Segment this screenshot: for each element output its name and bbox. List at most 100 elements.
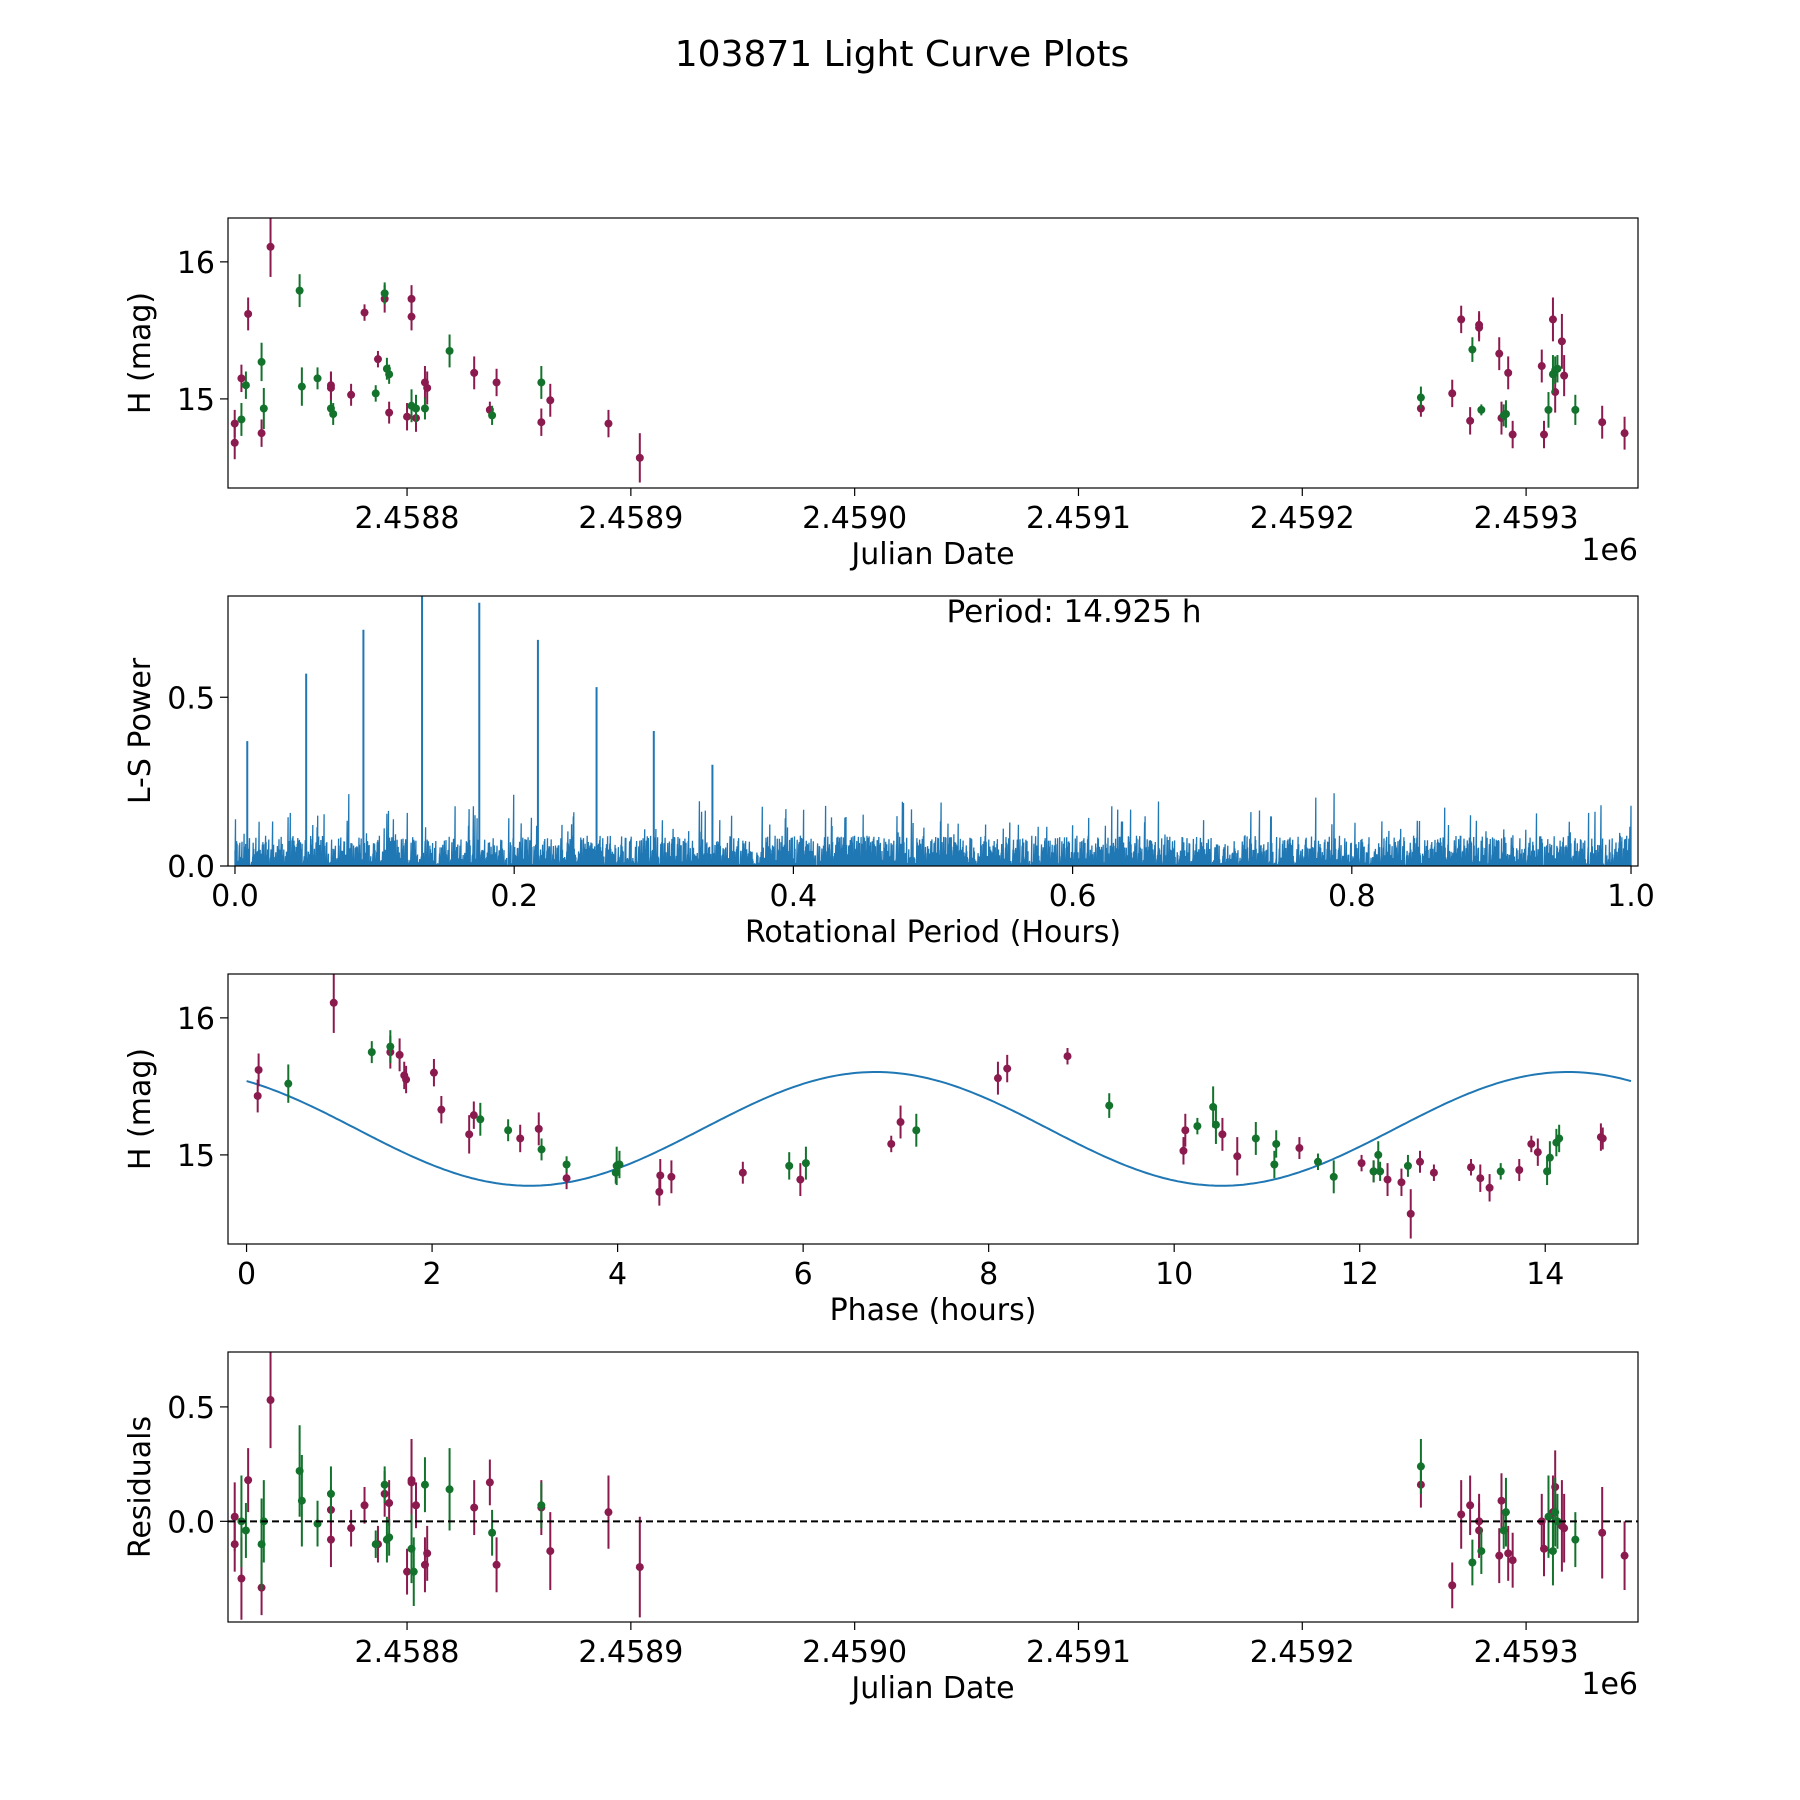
red-band-point <box>254 1065 263 1074</box>
red-band-point <box>1397 1178 1406 1187</box>
red-band-point <box>407 312 416 321</box>
green-band-point <box>537 1145 546 1154</box>
red-band-point <box>329 998 338 1007</box>
lightcurve-panel: 2.4588 2.4589 2.4590 2.4591 2.4592 2.4593 15 16… <box>123 217 1639 572</box>
green-band-point <box>1501 1508 1510 1517</box>
red-band-point <box>1620 429 1629 438</box>
green-band-point <box>1270 1160 1279 1169</box>
red-band-point <box>437 1105 446 1114</box>
red-band-point <box>1540 430 1548 439</box>
green-band-point <box>785 1161 794 1170</box>
red-band-point <box>1357 1159 1366 1168</box>
red-band-point <box>244 309 253 318</box>
green-band-point <box>537 378 546 387</box>
red-band-point <box>402 1075 411 1084</box>
red-band-point <box>1540 1544 1548 1553</box>
x-axis-label: Julian Date <box>849 537 1014 572</box>
red-band-point <box>796 1175 805 1184</box>
green-band-point <box>1376 1167 1385 1176</box>
green-band-point <box>801 1159 810 1168</box>
red-band-point <box>423 1549 432 1558</box>
red-band-point <box>266 1396 275 1405</box>
red-band-point <box>1504 1549 1513 1558</box>
red-band-point <box>516 1134 525 1143</box>
y-tick-label: 16 <box>177 246 215 281</box>
axes-frame <box>227 595 1639 867</box>
green-band-point <box>380 289 389 298</box>
red-band-point <box>470 368 479 377</box>
red-band-point <box>244 1476 253 1485</box>
x-tick-label: 2.4591 <box>1026 1635 1131 1670</box>
x-tick-label: 2.4593 <box>1474 501 1579 536</box>
green-band-point <box>371 1540 380 1549</box>
x-tick-label: 14 <box>1526 1257 1564 1292</box>
red-band-point <box>1063 1052 1072 1061</box>
green-band-point <box>1416 393 1425 402</box>
x-tick-label: 0.8 <box>1328 879 1376 914</box>
red-band-point <box>1295 1144 1304 1153</box>
x-tick-label: 2.4592 <box>1250 501 1355 536</box>
green-band-point <box>1105 1101 1114 1110</box>
green-band-point <box>380 1480 389 1489</box>
green-band-point <box>488 1528 497 1537</box>
green-band-point <box>420 404 429 413</box>
green-band-point <box>1496 1167 1505 1176</box>
y-axis-label: L-S Power <box>123 657 158 804</box>
green-band-point <box>409 1567 418 1576</box>
red-band-point <box>1557 337 1566 346</box>
green-band-point <box>445 346 454 355</box>
red-band-point <box>257 429 266 438</box>
red-band-point <box>635 453 644 462</box>
red-band-point <box>1416 1157 1425 1166</box>
red-band-point <box>1467 1163 1476 1172</box>
green-band-point <box>326 1489 335 1498</box>
red-band-point <box>465 1130 474 1139</box>
axes-frame <box>227 973 1639 1245</box>
green-band-point <box>1548 1547 1557 1556</box>
data-points <box>253 974 1607 1239</box>
red-band-point <box>237 374 246 383</box>
red-band-point <box>373 355 382 364</box>
x-tick-label: 2.4592 <box>1250 1635 1355 1670</box>
red-band-point <box>1620 1551 1629 1560</box>
red-band-point <box>1537 362 1546 371</box>
green-band-point <box>504 1126 513 1135</box>
phased-lightcurve-panel: 0 2 4 6 8 10 12 14 15 16 Phase (hours) H (mag) <box>123 973 1639 1328</box>
y-tick-label: 0.5 <box>167 1391 215 1426</box>
green-band-point <box>386 1042 395 1051</box>
x-tick-label: 0 <box>237 1257 256 1292</box>
red-band-point <box>1527 1139 1536 1148</box>
red-band-point <box>1457 1510 1466 1519</box>
green-band-point <box>445 1485 454 1494</box>
green-band-point <box>1477 405 1486 414</box>
red-band-point <box>667 1172 676 1181</box>
green-band-point <box>1468 345 1477 354</box>
x-tick-label: 2.4589 <box>578 501 683 536</box>
red-band-point <box>230 1540 239 1549</box>
red-band-point <box>546 396 555 405</box>
period-annotation: Period: 14.925 h <box>947 594 1202 630</box>
red-band-point <box>656 1171 665 1180</box>
green-band-point <box>1329 1172 1338 1181</box>
red-band-point <box>887 1139 896 1148</box>
red-band-point <box>562 1174 571 1183</box>
x-offset-label: 1e6 <box>1581 533 1638 568</box>
red-band-point <box>429 1068 438 1077</box>
red-band-point <box>1233 1152 1242 1161</box>
green-band-point <box>257 357 266 366</box>
green-band-point <box>562 1160 571 1169</box>
green-band-point <box>1545 1153 1554 1162</box>
red-band-point <box>1466 1501 1475 1510</box>
red-band-point <box>1560 1524 1569 1533</box>
green-band-point <box>297 1496 306 1505</box>
green-band-point <box>1272 1139 1281 1148</box>
x-offset-label: 1e6 <box>1581 1667 1638 1702</box>
red-band-point <box>347 1524 356 1533</box>
red-band-point <box>738 1168 747 1177</box>
red-band-point <box>395 1050 404 1059</box>
periodogram-data <box>234 596 1632 866</box>
red-band-point <box>1495 349 1504 358</box>
green-band-point <box>385 370 394 379</box>
green-band-point <box>297 382 306 391</box>
red-band-point <box>1533 1148 1542 1157</box>
